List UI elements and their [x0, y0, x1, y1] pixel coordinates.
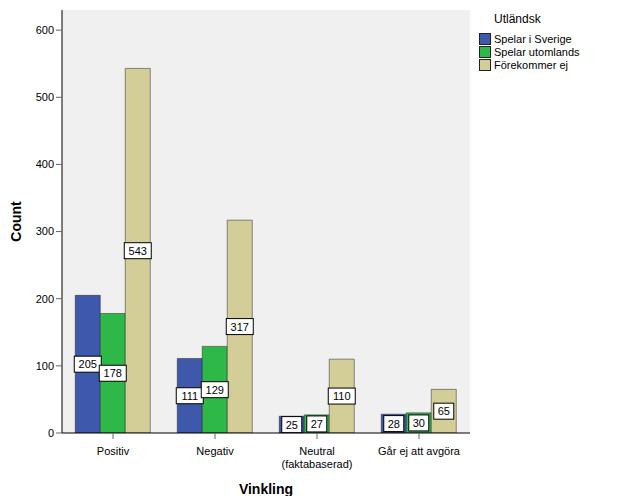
- html-text:Spelar i Sverige: Spelar i Sverige: [494, 32, 572, 45]
- svg-text:111: 111: [181, 390, 198, 402]
- svg-text:Positiv: Positiv: [97, 445, 130, 457]
- svg-text:205: 205: [79, 358, 97, 370]
- svg-text:65: 65: [438, 405, 450, 417]
- html-text:Spelar utomlands: Spelar utomlands: [494, 45, 580, 58]
- svg-text:178: 178: [104, 367, 122, 379]
- svg-text:100: 100: [36, 360, 54, 372]
- svg-text:30: 30: [413, 417, 425, 429]
- svg-text:27: 27: [311, 418, 323, 430]
- svg-text:110: 110: [333, 390, 351, 402]
- svg-text:400: 400: [36, 158, 54, 170]
- svg-text:600: 600: [36, 24, 54, 36]
- svg-text:129: 129: [206, 384, 224, 396]
- svg-text:200: 200: [36, 293, 54, 305]
- svg-text:Går ej att avgöra: Går ej att avgöra: [378, 445, 461, 457]
- svg-text:Vinkling: Vinkling: [239, 481, 293, 496]
- svg-text:500: 500: [36, 91, 54, 103]
- svg-text:28: 28: [388, 418, 400, 430]
- svg-text:Negativ: Negativ: [196, 445, 234, 457]
- svg-text:Neutral(faktabaserad): Neutral(faktabaserad): [282, 445, 353, 470]
- svg-text:25: 25: [286, 419, 298, 431]
- svg-text:300: 300: [36, 225, 54, 237]
- svg-text:543: 543: [129, 245, 147, 257]
- html-text:Utländsk: Utländsk: [494, 12, 541, 26]
- html-text:Förekommer ej: Förekommer ej: [494, 58, 568, 71]
- svg-text:317: 317: [231, 321, 249, 333]
- svg-text:Count: Count: [8, 201, 24, 242]
- svg-text:0: 0: [48, 427, 54, 439]
